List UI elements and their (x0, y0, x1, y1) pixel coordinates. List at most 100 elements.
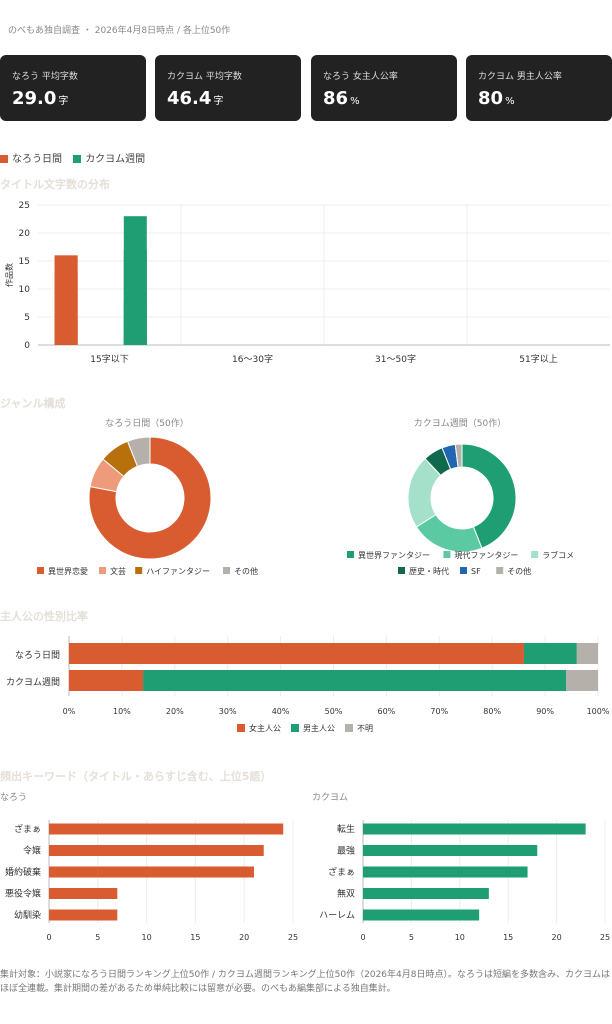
row-label: なろう日間 (15, 650, 60, 661)
kpi-card-kakuyomu-male: カクヨム 男主人公率 80% (466, 55, 612, 121)
category-label: 幼馴染 (14, 909, 41, 921)
legend-label: 女主人公 (249, 723, 281, 733)
category-label: 最強 (337, 845, 355, 857)
donut-slice (461, 443, 517, 549)
donut-title: なろう日間（50作） (105, 417, 188, 429)
legend-label: 異世界恋愛 (48, 566, 88, 576)
kpi-unit: % (505, 96, 515, 107)
x-tick-label: 50% (325, 707, 343, 716)
y-tick-label: 10 (19, 285, 31, 295)
y-axis-label: 作品数 (4, 263, 14, 287)
kpi-value: 46.4 (167, 88, 212, 109)
legend-label: 不明 (357, 724, 373, 733)
donut-title: カクヨム週間（50作） (414, 417, 506, 429)
x-tick-label: 51字以上 (519, 353, 557, 365)
kpi-value-wrap: 46.4 字 (167, 88, 223, 109)
keyword-bar (49, 888, 118, 899)
stacked-segment (143, 670, 567, 691)
kpi-card-kakuyomu-length: カクヨム 平均字数 46.4 字 (155, 55, 301, 121)
legend-item-kakuyomu: カクヨム週間 (73, 154, 145, 165)
donut-slice (126, 436, 151, 468)
legend-swatch (223, 567, 230, 574)
x-tick-label: 5 (409, 933, 414, 942)
section-title-gender: 主人公の性別比率 (0, 610, 88, 623)
category-label: 転生 (337, 823, 355, 835)
keyword-bar (363, 866, 528, 878)
stacked-segment (69, 643, 524, 664)
legend-swatch (37, 567, 44, 574)
x-tick-label: 0 (46, 933, 51, 942)
kpi-card-narou-female: なろう 女主人公率 86% (311, 55, 457, 121)
x-tick-label: 40% (272, 707, 290, 716)
stacked-segment (576, 643, 598, 664)
kpi-value: 80 (478, 88, 504, 109)
x-tick-label: 31〜50字 (375, 353, 416, 365)
x-tick-label: 15 (190, 933, 200, 942)
section-title-length: タイトル文字数の分布 (0, 178, 110, 191)
legend-label: ハイファンタジー (146, 567, 210, 576)
legend-swatch (443, 551, 451, 558)
x-tick-label: 100% (587, 707, 610, 716)
y-tick-label: 15 (19, 257, 30, 267)
legend-swatch (398, 567, 405, 574)
kpi-unit: 字 (213, 96, 224, 107)
legend-swatch (237, 724, 245, 732)
gender-ratio-chart: 0% 10% 20% 30% 40% 50% 60% 70% 80% 90% 100% なろう日間カク… (6, 636, 610, 733)
legend-swatch (73, 155, 82, 163)
legend-label: 異世界ファンタジー (358, 550, 430, 560)
y-tick-label: 25 (19, 201, 30, 211)
panel-title: カクヨム (312, 792, 348, 803)
x-tick-label: 80% (483, 707, 501, 716)
kpi-unit: 字 (58, 96, 69, 107)
row-label: カクヨム週間 (6, 677, 60, 688)
keyword-bar (363, 845, 538, 856)
title-length-chart: 0 5 10 15 20 25 15字以下 16〜30字 31〜50字 51字以上 作品数 (4, 201, 610, 365)
legend-label: 現代ファンタジー (454, 550, 518, 560)
kpi-label: カクヨム 平均字数 (167, 72, 242, 82)
kpi-value: 29.0 (12, 88, 57, 109)
legend-label: 歴史・時代 (409, 566, 449, 576)
category-label: 無双 (337, 888, 355, 900)
x-tick-label: 10 (455, 933, 465, 942)
y-tick-label: 5 (24, 313, 30, 323)
kpi-label: なろう 女主人公率 (323, 72, 398, 82)
category-label: ざまぁ (14, 823, 41, 835)
stacked-segment (69, 670, 144, 691)
kpi-value-wrap: 86% (323, 88, 360, 109)
meta-line: のべもあ独自調査 ・ 2026年4月8日時点 / 各上位50作 (8, 26, 231, 36)
legend-swatch (496, 567, 504, 574)
kpi-cards: なろう 平均字数 29.0 字 カクヨム 平均字数 46.4 字 なろう 女主人公率… (0, 55, 612, 121)
legend-label: なろう日間 (12, 154, 62, 165)
x-tick-label: 90% (536, 707, 554, 716)
x-tick-label: 0% (63, 707, 76, 716)
x-tick-label: 70% (430, 707, 448, 716)
x-tick-label: 25 (288, 933, 298, 942)
x-tick-label: 20 (239, 933, 249, 942)
legend-item-narou: なろう日間 (0, 154, 62, 165)
kpi-card-narou-length: なろう 平均字数 29.0 字 (0, 55, 146, 121)
x-tick-label: 10 (142, 933, 152, 942)
keyword-bar (49, 823, 284, 835)
x-tick-label: 5 (95, 933, 100, 942)
category-label: ざまぁ (328, 866, 355, 878)
kpi-value-wrap: 80% (478, 88, 515, 109)
kpi-unit: % (350, 96, 360, 107)
bar-kakuyomu (123, 216, 147, 345)
stacked-segment (523, 643, 577, 664)
category-label: 悪役令嬢 (5, 888, 41, 900)
legend-label: カクヨム週間 (85, 154, 146, 165)
x-tick-label: 25 (600, 933, 610, 942)
x-tick-label: 20% (166, 707, 184, 716)
legend-label: SF (471, 567, 481, 576)
keyword-bar (363, 909, 480, 921)
legend-swatch (345, 724, 353, 732)
stacked-segment (566, 670, 598, 691)
bar-narou (54, 317, 78, 345)
category-label: ハーレム (319, 910, 355, 921)
footnote: 集計対象：小説家になろう日間ランキング上位50作 / カクヨム週間ランキング上位… (0, 970, 610, 994)
legend-swatch (99, 567, 106, 574)
legend-swatch (347, 551, 354, 558)
x-tick-label: 20 (552, 933, 562, 942)
donut-slice (88, 436, 212, 560)
